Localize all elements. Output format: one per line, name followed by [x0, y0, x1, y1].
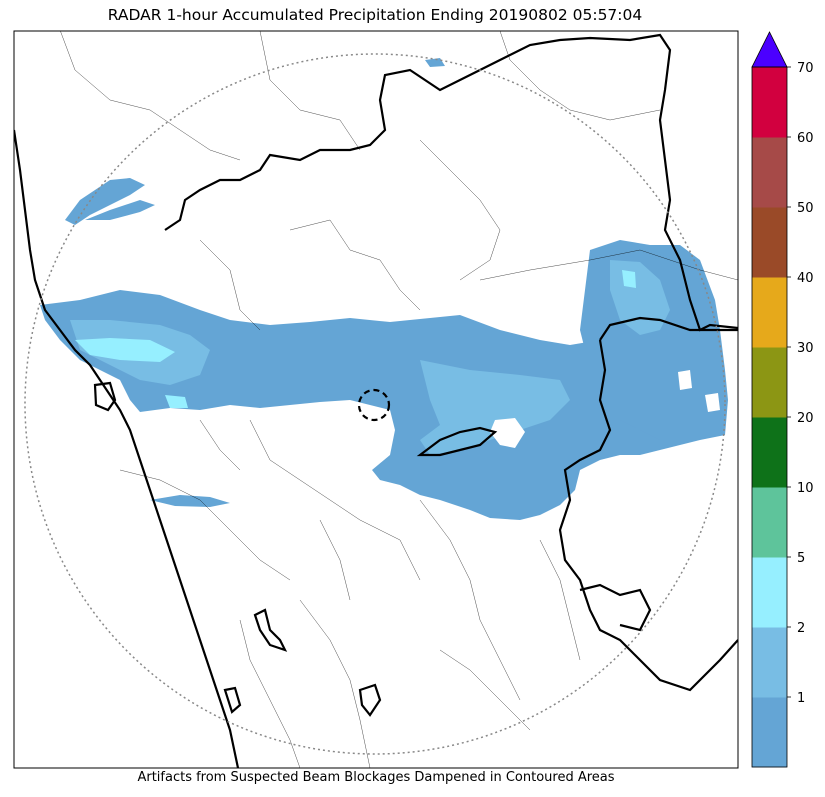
- colorbar-segment: [752, 277, 787, 348]
- state-borders: [14, 33, 738, 768]
- border-west-coast: [14, 129, 240, 768]
- map-caption: Artifacts from Suspected Beam Blockages …: [137, 770, 615, 785]
- precip-gap-3: [705, 393, 720, 412]
- colorbar-ticks: 1 2 5 10 20 30 40 50 60: [787, 66, 814, 706]
- district-borders: [60, 31, 738, 768]
- colorbar-segments: [752, 67, 787, 768]
- precip-gap-1: [490, 418, 525, 448]
- precip-heavy-west: [75, 338, 175, 362]
- precip-north-blob: [425, 58, 445, 67]
- colorbar-tick-label: 40: [797, 271, 814, 286]
- colorbar-segment: [752, 557, 787, 628]
- border-telangana: [599, 316, 738, 341]
- colorbar-segment: [752, 67, 787, 138]
- colorbar-tick-label: 30: [797, 341, 814, 356]
- colorbar-tick-label: 2: [797, 621, 805, 636]
- precipitation-layer: [40, 58, 728, 520]
- border-inner-loop: [416, 426, 498, 457]
- border-south-enclave-1: [253, 608, 288, 652]
- colorbar-segment: [752, 207, 787, 278]
- colorbar-tick-label: 60: [797, 131, 814, 146]
- radar-site-contour: [357, 388, 391, 422]
- border-east-lower: [579, 583, 652, 632]
- precip-medium-center: [420, 360, 570, 455]
- precip-west-band: [40, 290, 725, 520]
- colorbar-segment: [752, 347, 787, 418]
- border-west-enclave: [93, 381, 117, 412]
- colorbar-segment: [752, 487, 787, 558]
- colorbar-segment: [752, 697, 787, 768]
- border-sw-enclave: [223, 686, 242, 714]
- map-frame: [13, 30, 739, 769]
- border-north: [164, 33, 738, 332]
- precip-heavy-south: [165, 395, 188, 408]
- border-south-enclave-2: [358, 683, 382, 717]
- colorbar-tick-label: 1: [797, 691, 805, 706]
- colorbar-extend-arrow: [751, 31, 788, 68]
- colorbar-segment: [752, 417, 787, 488]
- colorbar-segment: [752, 627, 787, 698]
- precip-south-streak: [150, 495, 230, 507]
- colorbar-segment: [752, 137, 787, 208]
- colorbar-tick-label: 50: [797, 201, 814, 216]
- colorbar-tick-label: 10: [797, 481, 814, 496]
- colorbar-tick-label: 20: [797, 411, 814, 426]
- colorbar-top-label: 70: [797, 61, 814, 76]
- colorbar-tick-label: 5: [797, 551, 805, 566]
- precip-heavy-east: [622, 270, 636, 288]
- precip-nw-streak-2: [85, 200, 155, 220]
- precip-nw-streak-1: [65, 178, 145, 225]
- border-east: [558, 339, 738, 692]
- precip-gap-2: [678, 370, 692, 390]
- radar-range-ring: [24, 53, 726, 755]
- map-title: RADAR 1-hour Accumulated Precipitation E…: [107, 6, 643, 24]
